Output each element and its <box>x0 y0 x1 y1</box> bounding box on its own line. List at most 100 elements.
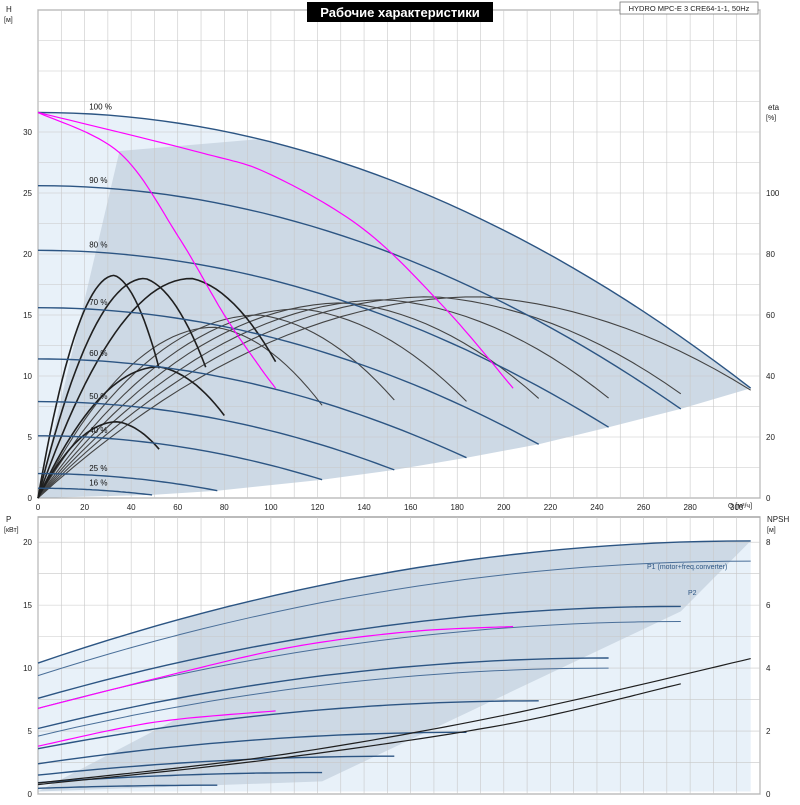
x-tick-label: 80 <box>220 503 229 512</box>
bottom-y-tick-label: 0 <box>28 790 33 799</box>
npsh-curve <box>37 658 751 784</box>
p1-power-curve <box>37 784 218 789</box>
system-power-curve <box>37 625 514 709</box>
efficiency-curve <box>37 277 207 499</box>
bottom-y-axis-unit: [кВт] <box>4 527 19 534</box>
x-tick-label: 200 <box>497 503 511 512</box>
y-tick-label: 10 <box>23 372 32 381</box>
x-tick-label: 20 <box>80 503 89 512</box>
x-tick-label: 120 <box>311 503 325 512</box>
efficiency-curve <box>37 314 395 499</box>
y-axis-title: H <box>6 5 12 14</box>
head-curve <box>37 111 752 389</box>
x-tick-label: 60 <box>173 503 182 512</box>
y-tick-label: 20 <box>23 250 32 259</box>
x-tick-label: 260 <box>637 503 651 512</box>
curves <box>37 111 752 789</box>
power-range-band <box>38 540 751 792</box>
x-tick-label: 280 <box>683 503 697 512</box>
grid-lines <box>37 9 761 795</box>
model-label: HYDRO MPC-E 3 CRE64-1-1, 50Hz <box>629 4 750 13</box>
y-tick-label: 30 <box>23 128 32 137</box>
x-tick-label: 140 <box>357 503 371 512</box>
p1-series-label: P1 (motor+freq.converter) <box>647 564 727 571</box>
x-tick-label: 240 <box>590 503 604 512</box>
speed-label: 100 % <box>89 103 112 112</box>
y-tick-label: 15 <box>23 311 32 320</box>
p1-power-curve <box>37 605 681 699</box>
axis-labels: 100 %90 %80 %70 %60 %50 %40 %25 %16 %0 20… <box>4 1 789 799</box>
head-curve <box>38 487 153 496</box>
head-curve <box>37 358 467 459</box>
bottom-y-axis-title: P <box>6 515 11 524</box>
x-tick-label: 180 <box>451 503 465 512</box>
p1-power-curve <box>37 540 751 664</box>
efficiency-curve <box>37 326 323 499</box>
head-curve <box>37 400 395 471</box>
bottom-y2-tick-label: 0 <box>766 790 771 799</box>
x-tick-label: 220 <box>544 503 558 512</box>
p1-power-curve <box>37 755 395 776</box>
x-axis-title: Q [м³/ч] <box>728 503 752 510</box>
head-curve <box>37 249 609 428</box>
head-curve <box>37 307 540 445</box>
y2-tick-label: 60 <box>766 311 775 320</box>
bottom-y2-axis-title: NPSH <box>767 515 789 524</box>
efficiency-curve <box>37 366 225 499</box>
p2-power-curve <box>37 621 681 709</box>
x-tick-label: 160 <box>404 503 418 512</box>
x-tick-label: 100 <box>264 503 278 512</box>
efficiency-curve <box>37 299 609 499</box>
bottom-y-tick-label: 20 <box>23 538 32 547</box>
y2-axis-title: eta <box>768 103 780 112</box>
head-curve <box>37 185 682 410</box>
chart-title: Рабочие характеристики <box>320 5 480 20</box>
y2-tick-label: 40 <box>766 372 775 381</box>
head-curve <box>38 435 323 481</box>
efficiency-curve <box>37 296 751 499</box>
efficiency-curve <box>37 277 277 499</box>
bottom-y2-tick-label: 6 <box>766 601 771 610</box>
head-curve <box>38 472 218 492</box>
p2-power-curve <box>37 667 609 737</box>
system-power-curve <box>37 710 276 747</box>
bottom-y2-tick-label: 4 <box>766 664 771 673</box>
bottom-y-tick-label: 15 <box>23 601 32 610</box>
bottom-y2-axis-unit: [м] <box>767 527 776 534</box>
p1-power-curve <box>37 731 467 765</box>
x-tick-label: 40 <box>127 503 136 512</box>
bottom-y2-tick-label: 8 <box>766 538 771 547</box>
p1-power-curve <box>37 700 539 750</box>
speed-label: 50 % <box>89 392 107 401</box>
x-tick-label: 0 <box>36 503 41 512</box>
system-curve <box>37 111 514 389</box>
speed-label: 40 % <box>89 426 107 435</box>
speed-label: 16 % <box>89 478 107 487</box>
x-tick-label: 300 <box>730 503 744 512</box>
title-box <box>307 2 493 22</box>
y-tick-label: 0 <box>28 494 33 503</box>
efficiency-curve <box>37 274 160 499</box>
speed-label: 60 % <box>89 349 107 358</box>
p2-power-curve <box>37 560 751 677</box>
speed-label: 80 % <box>89 241 107 250</box>
y-tick-label: 5 <box>28 433 33 442</box>
efficiency-curve <box>37 296 682 499</box>
bottom-y2-tick-label: 2 <box>766 727 771 736</box>
bottom-y-tick-label: 10 <box>23 664 32 673</box>
model-box <box>619 1 759 15</box>
npsh-curve <box>37 683 681 786</box>
speed-label: 90 % <box>89 176 107 185</box>
y2-tick-label: 80 <box>766 250 775 259</box>
speed-label: 25 % <box>89 464 107 473</box>
speed-label: 70 % <box>89 298 107 307</box>
y2-tick-label: 0 <box>766 494 771 503</box>
p1-power-curve <box>37 657 609 730</box>
y2-tick-label: 100 <box>766 189 780 198</box>
bottom-y-tick-label: 5 <box>28 727 33 736</box>
y-axis-unit: [м] <box>4 17 13 24</box>
y2-tick-label: 20 <box>766 433 775 442</box>
efficiency-curve <box>37 420 160 499</box>
